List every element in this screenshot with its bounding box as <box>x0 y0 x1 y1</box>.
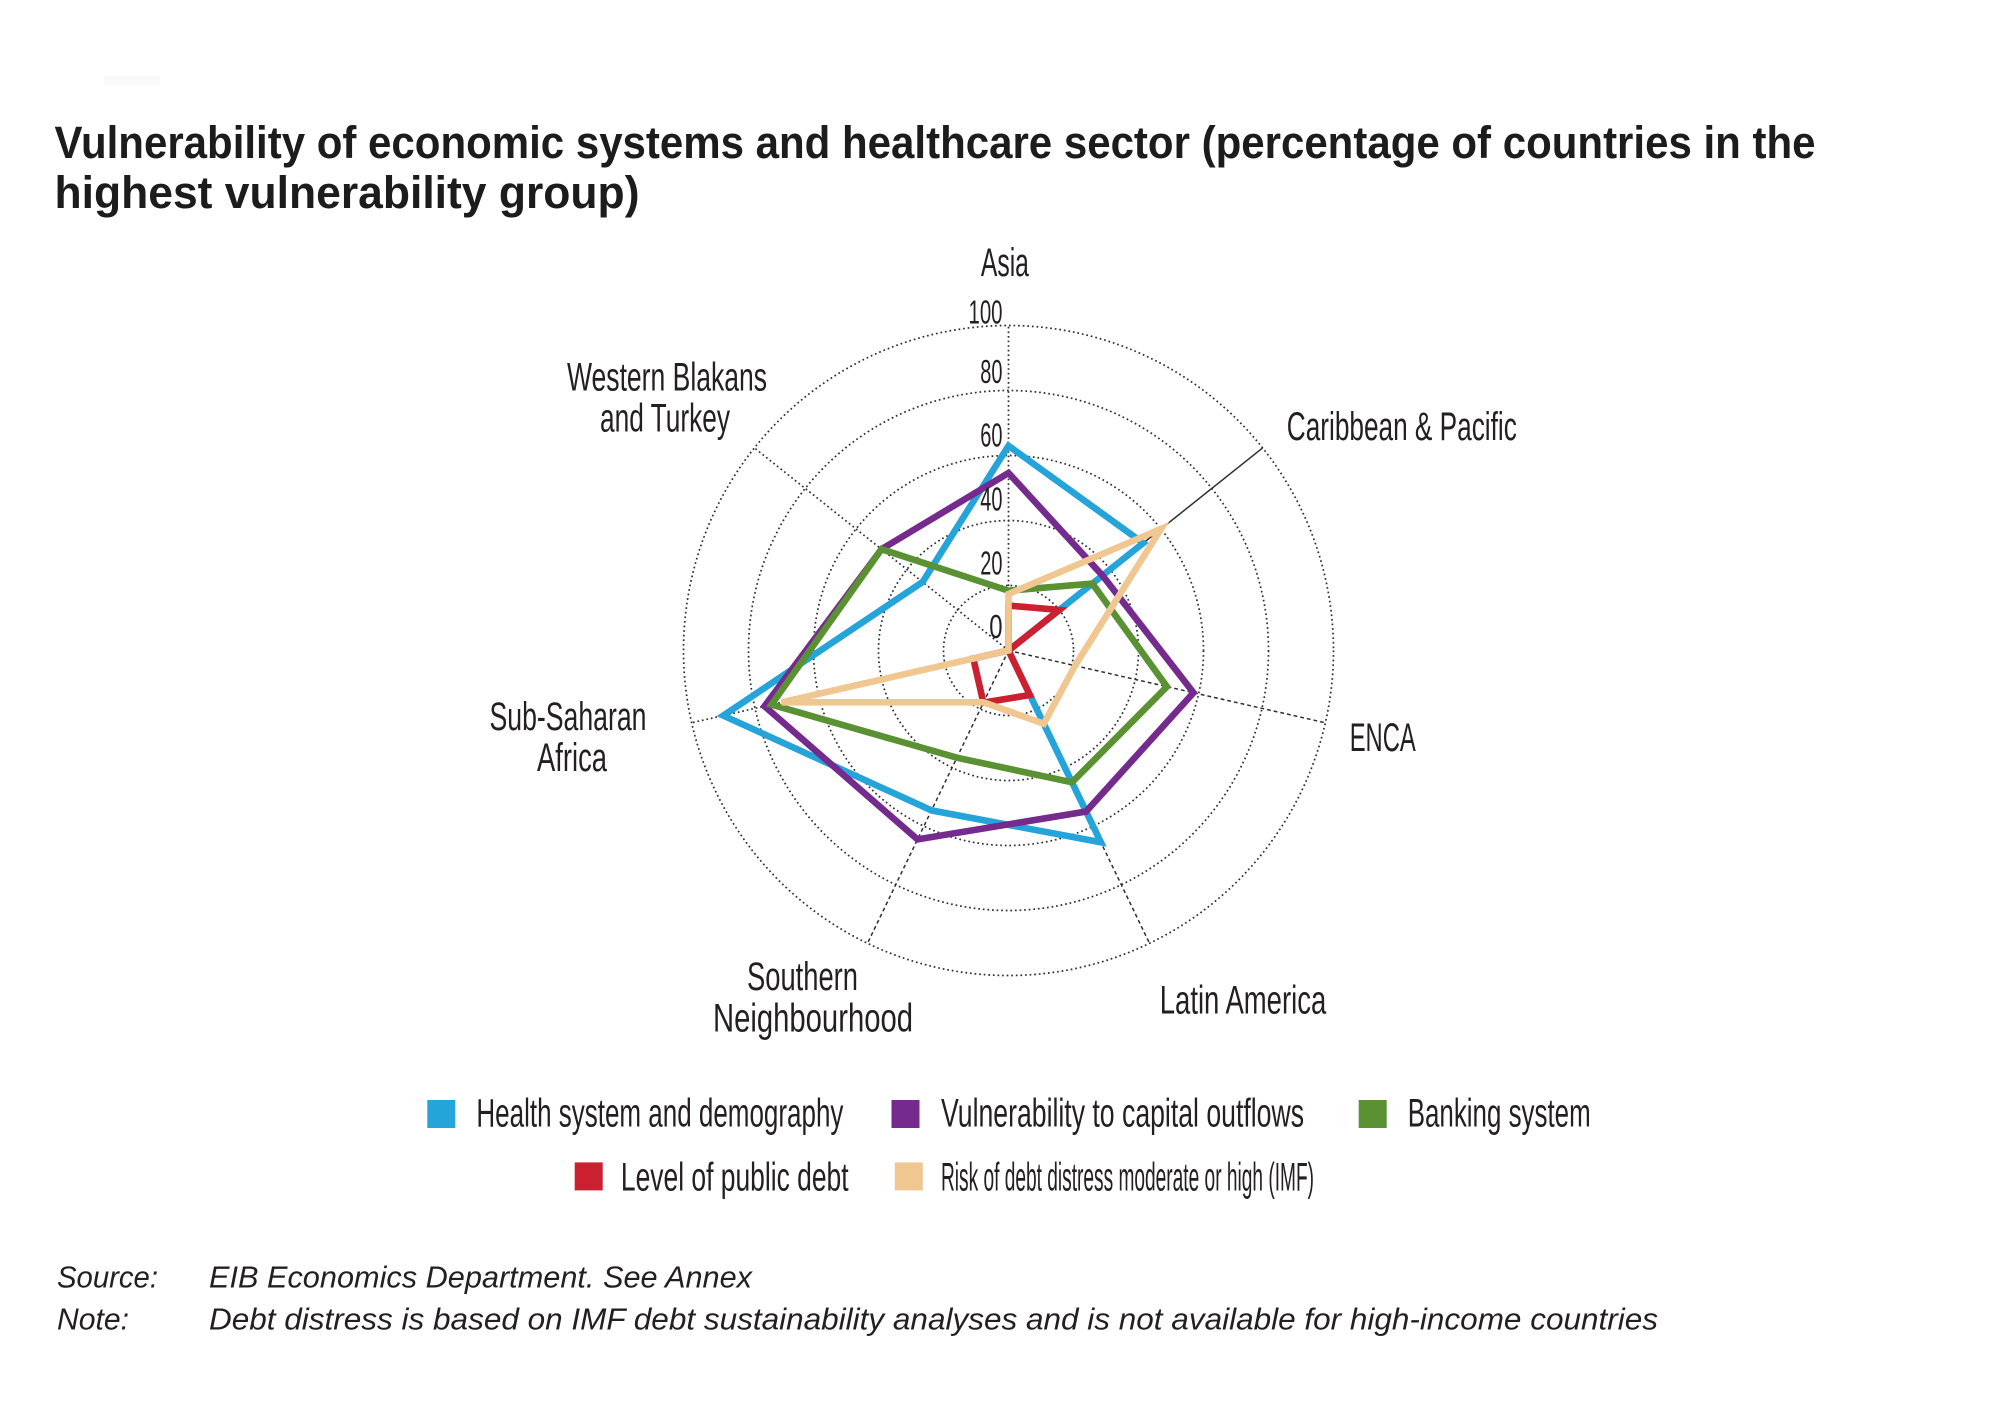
svg-text:Caribbean & Pacific: Caribbean & Pacific <box>1287 405 1517 449</box>
svg-text:Asia: Asia <box>981 241 1029 285</box>
svg-text:Source:: Source: <box>57 1260 158 1295</box>
svg-text:60: 60 <box>980 417 1002 454</box>
svg-text:Debt distress is based on IMF: Debt distress is based on IMF debt susta… <box>209 1302 1658 1337</box>
svg-text:20: 20 <box>980 544 1002 581</box>
svg-text:Southern: Southern <box>747 955 858 999</box>
svg-text:40: 40 <box>980 481 1002 518</box>
svg-text:Level of public debt: Level of public debt <box>621 1156 849 1200</box>
svg-text:Vulnerability to capital outfl: Vulnerability to capital outflows <box>941 1092 1304 1136</box>
svg-text:and Turkey: and Turkey <box>600 397 730 441</box>
svg-text:Sub-Saharan: Sub-Saharan <box>490 695 647 739</box>
svg-text:Health system and demography: Health system and demography <box>476 1092 843 1136</box>
svg-text:0: 0 <box>989 608 1002 645</box>
svg-text:Neighbourhood: Neighbourhood <box>713 996 913 1040</box>
svg-text:Risk of debt distress moderate: Risk of debt distress moderate or high (… <box>941 1156 1314 1200</box>
svg-text:Africa: Africa <box>537 736 608 780</box>
svg-text:EIB Economics Department. See: EIB Economics Department. See Annex <box>209 1260 753 1295</box>
svg-text:Note:: Note: <box>57 1302 129 1337</box>
svg-text:ENCA: ENCA <box>1350 716 1416 760</box>
svg-text:Western Blakans: Western Blakans <box>567 356 767 400</box>
svg-text:Latin America: Latin America <box>1160 978 1327 1022</box>
svg-text:highest vulnerability group): highest vulnerability group) <box>55 167 640 218</box>
svg-text:Vulnerability of economic syst: Vulnerability of economic systems and he… <box>55 117 1816 168</box>
svg-text:80: 80 <box>980 353 1002 390</box>
svg-text:100: 100 <box>969 294 1003 331</box>
svg-text:Banking system: Banking system <box>1408 1092 1591 1136</box>
